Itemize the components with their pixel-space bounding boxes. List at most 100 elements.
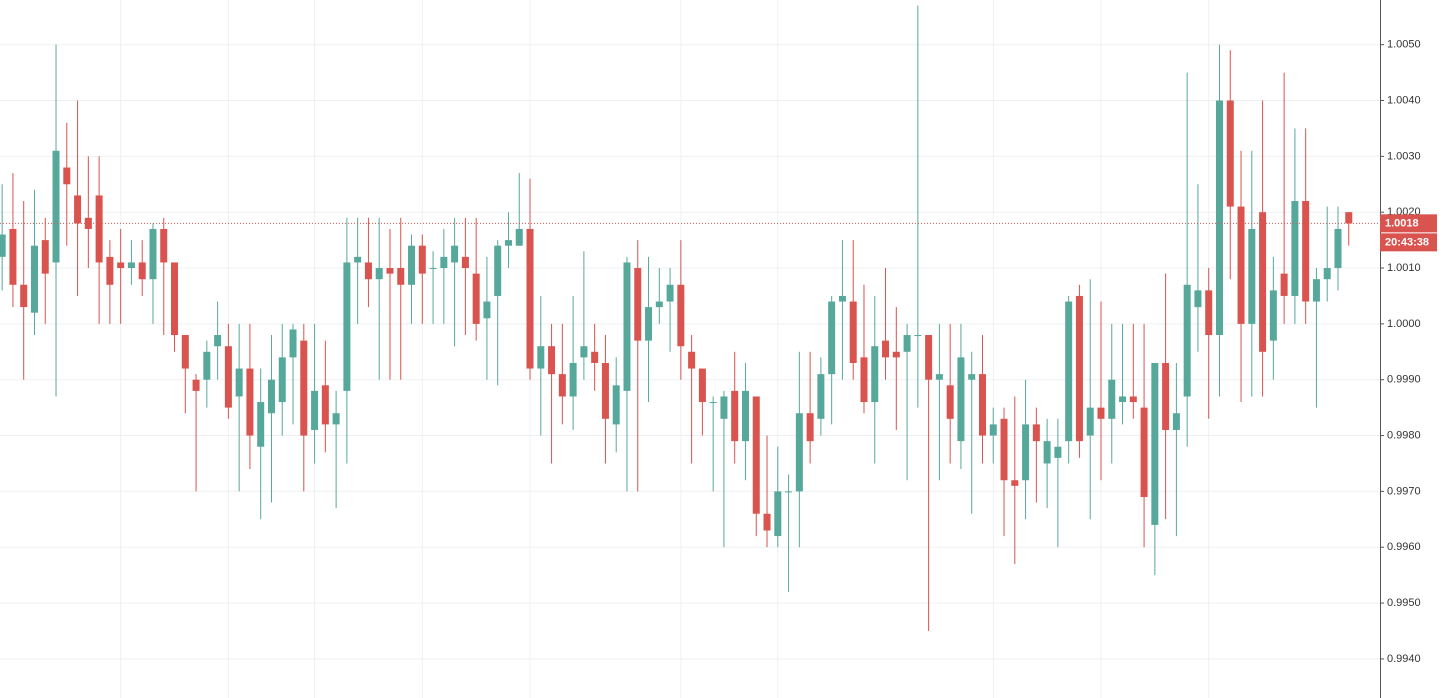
candle-body [149, 228, 157, 280]
candle-body [63, 167, 71, 185]
y-tick-label: 1.0030 [1387, 150, 1421, 162]
y-tick-label: 1.0000 [1387, 318, 1421, 330]
candle-body [838, 295, 846, 302]
candle-body [688, 351, 696, 369]
candle-body [925, 335, 933, 380]
candle-body [408, 245, 416, 285]
candle-body [1119, 396, 1127, 403]
candle-body [440, 256, 448, 269]
candle-body [84, 217, 92, 229]
candle-body [1194, 290, 1202, 308]
candle-body [989, 424, 997, 436]
candle-body [1237, 206, 1245, 324]
candle-body [1054, 446, 1062, 458]
candle-body [1108, 379, 1116, 419]
candle-body [569, 362, 577, 397]
candle-body [580, 346, 588, 358]
candle-body [375, 268, 383, 280]
candle-body [591, 351, 599, 363]
last-price-label: 1.0018 [1385, 217, 1419, 229]
candle-body [1097, 407, 1105, 419]
candle-body [774, 491, 782, 537]
candle-body [677, 284, 685, 347]
candle-body [914, 335, 922, 337]
candle-body [1269, 290, 1277, 341]
candle-body [429, 268, 437, 270]
candle-body [1248, 228, 1256, 324]
candle-body [483, 301, 491, 319]
countdown-label: 20:43:38 [1385, 236, 1429, 248]
candle-body [935, 374, 943, 380]
candle-body [1011, 480, 1019, 486]
y-tick-label: 1.0040 [1387, 94, 1421, 106]
y-tick-label: 1.0010 [1387, 262, 1421, 274]
candle-body [257, 402, 265, 447]
candle-body [1065, 301, 1073, 442]
candle-body [752, 396, 760, 514]
candle-body [9, 228, 17, 285]
candle-body [1043, 441, 1051, 464]
candle-body [558, 374, 566, 397]
candle-body [806, 413, 814, 442]
candle-body [192, 379, 200, 391]
candle-body [1022, 424, 1030, 481]
candle-body [515, 228, 523, 246]
y-tick-label: 1.0050 [1387, 39, 1421, 51]
candle-body [946, 385, 954, 419]
candle-body [289, 329, 297, 358]
candle-body [138, 262, 146, 280]
candle-body [246, 368, 254, 436]
candle-body [785, 491, 793, 493]
candle-body [494, 245, 502, 296]
candle-body [171, 262, 179, 336]
candle-body [278, 357, 286, 403]
candle-body [1323, 268, 1331, 280]
candle-body [1000, 418, 1008, 481]
candle-body [181, 335, 189, 369]
candle-body [860, 357, 868, 403]
y-tick-label: 0.9990 [1387, 374, 1421, 386]
candle-body [741, 390, 749, 442]
candle-body [0, 234, 6, 257]
candle-body [504, 240, 512, 246]
candle-body [1151, 362, 1159, 525]
candle-body [30, 245, 38, 313]
candle-body [95, 195, 103, 263]
candle-body [127, 262, 135, 269]
countdown-box [1380, 233, 1437, 252]
candle-body [957, 357, 965, 442]
candle-body [871, 346, 879, 403]
candle-body [1312, 279, 1320, 302]
last-price-tag: 1.0018 20:43:38 [1380, 214, 1437, 252]
candle-body [20, 284, 28, 308]
candle-body [828, 301, 836, 375]
y-tick-label: 0.9950 [1387, 597, 1421, 609]
candle-body [1226, 100, 1234, 207]
candle-body [461, 256, 469, 269]
candle-body [548, 346, 556, 375]
candle-body [203, 351, 211, 380]
candle-body [1032, 424, 1040, 442]
candle-body [1205, 290, 1213, 336]
candle-body [343, 262, 351, 391]
candle-body [817, 374, 825, 419]
candle-body [267, 379, 275, 414]
candle-body [106, 256, 114, 285]
candle-body [321, 385, 329, 425]
candle-body [849, 301, 857, 363]
candle-body [386, 268, 394, 274]
candle-body [364, 262, 372, 280]
candle-body [731, 390, 739, 442]
candle-body [332, 413, 340, 425]
candle-body [763, 513, 771, 531]
candle-body [666, 284, 674, 302]
candle-body [1172, 413, 1180, 430]
candle-body [1162, 362, 1170, 430]
candle-body [892, 351, 900, 358]
candle-body [655, 301, 663, 308]
candle-body [160, 228, 168, 263]
candle-body [418, 245, 426, 274]
candle-body [634, 268, 642, 341]
candle-body [526, 228, 534, 369]
